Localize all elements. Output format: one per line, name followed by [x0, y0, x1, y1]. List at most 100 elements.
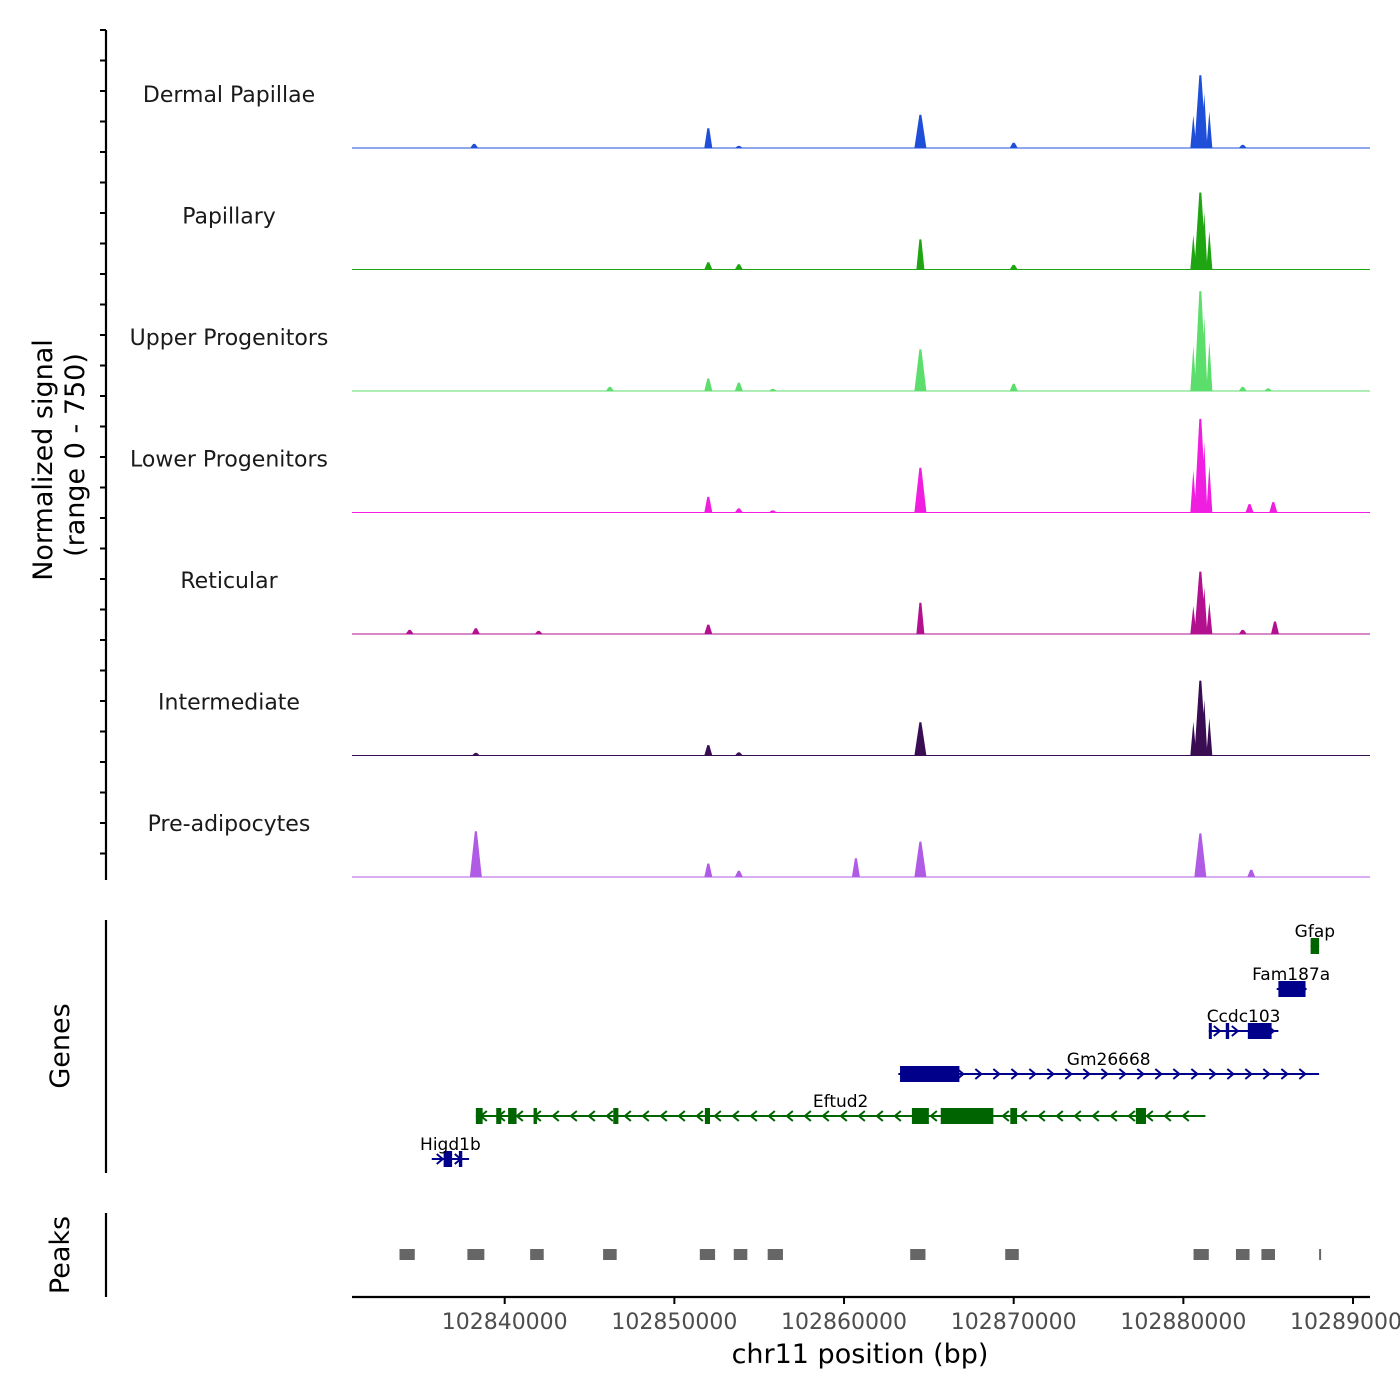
strand-arrow: [623, 1110, 632, 1122]
strand-arrow: [857, 1110, 866, 1122]
strand-arrow: [677, 1110, 686, 1122]
strand-arrow: [1100, 1068, 1109, 1080]
coverage-track-reticular: Reticular: [180, 569, 1370, 635]
gene-exon: [1208, 1023, 1212, 1039]
strand-arrow: [1172, 1068, 1181, 1080]
coverage-track-upper-progenitors: Upper Progenitors: [130, 291, 1370, 392]
gene-eftud2: Eftud2: [475, 1092, 1206, 1124]
strand-arrow: [1073, 1110, 1082, 1122]
coverage-peak: [734, 508, 743, 513]
strand-arrow: [1001, 1110, 1010, 1122]
coverage-peak: [734, 870, 743, 877]
x-tick-label: 102840000: [442, 1310, 568, 1335]
coverage-peak: [914, 841, 927, 877]
coverage-peak-shoulder: [1206, 341, 1213, 391]
coverage-peak-shoulder: [1206, 111, 1213, 148]
gene-gfap: Gfap: [1295, 922, 1335, 954]
coverage-track-pre-adipocytes: Pre-adipocytes: [148, 812, 1370, 878]
coverage-peak: [470, 143, 479, 148]
x-axis-title: chr11 position (bp): [732, 1339, 989, 1370]
strand-arrow: [875, 1110, 884, 1122]
coverage-peak: [405, 629, 414, 634]
peak-region: [1193, 1249, 1209, 1260]
gene-exon: [940, 1108, 994, 1124]
peak-region: [1319, 1249, 1322, 1260]
coverage-peak-shoulder: [1206, 602, 1213, 634]
gene-exon: [1225, 1023, 1230, 1039]
strand-arrow: [1010, 1068, 1019, 1080]
gene-label: Ccdc103: [1207, 1007, 1281, 1027]
coverage-peak: [914, 722, 927, 756]
strand-arrow: [1226, 1068, 1235, 1080]
track-label: Lower Progenitors: [130, 448, 328, 473]
coverage-track-intermediate: Intermediate: [158, 680, 1370, 756]
coverage-peak: [704, 745, 713, 756]
coverage-y-axis-ticks: [100, 29, 106, 855]
strand-arrow: [839, 1110, 848, 1122]
coverage-peak: [916, 239, 925, 270]
gene-gm26668: Gm26668: [898, 1050, 1320, 1082]
strand-arrow: [1118, 1068, 1127, 1080]
gene-exon: [704, 1108, 710, 1124]
gene-exon: [613, 1108, 619, 1124]
peak-region: [699, 1249, 716, 1260]
strand-arrow: [515, 1110, 524, 1122]
gene-label: Gm26668: [1067, 1050, 1151, 1070]
coverage-peak-shoulder: [1201, 316, 1208, 391]
strand-arrow: [1019, 1110, 1028, 1122]
coverage-peak: [1194, 833, 1207, 877]
gene-label: Higd1b: [420, 1135, 481, 1155]
strand-arrow: [436, 1153, 445, 1165]
gene-exon: [496, 1108, 502, 1124]
gene-annotation-track: Gfap Fam187a Ccdc103 Gm26668 Eftud2 Higd1b: [420, 922, 1335, 1167]
x-tick-label: 102860000: [781, 1310, 907, 1335]
coverage-peak: [1245, 504, 1254, 513]
track-label: Intermediate: [158, 691, 300, 716]
coverage-y-axis-label-line2: (range 0 - 750): [60, 353, 91, 557]
strand-arrow: [731, 1110, 740, 1122]
gene-exon: [1010, 1108, 1018, 1124]
coverage-track-dermal-papillae: Dermal Papillae: [143, 75, 1370, 149]
peak-region: [603, 1249, 617, 1260]
coverage-peak: [704, 262, 713, 270]
coverage-peak-shoulder: [1190, 346, 1197, 391]
gene-exon: [475, 1108, 483, 1124]
coverage-peak: [704, 863, 713, 877]
coverage-track-lower-progenitors: Lower Progenitors: [130, 418, 1370, 513]
strand-arrow: [641, 1110, 650, 1122]
coverage-peak: [704, 378, 713, 391]
coverage-peak: [734, 382, 743, 391]
coverage-peak: [1238, 144, 1247, 148]
coverage-peak-shoulder: [1206, 465, 1213, 513]
strand-arrow: [695, 1110, 704, 1122]
coverage-peak: [1009, 264, 1018, 270]
coverage-peak: [734, 752, 743, 756]
coverage-tracks: Dermal Papillae Papillary Upper Progenitor…: [130, 75, 1370, 878]
coverage-peak-shoulder: [1201, 587, 1208, 634]
coverage-peak: [1247, 869, 1256, 877]
strand-arrow: [1262, 1068, 1271, 1080]
strand-arrow: [992, 1068, 1001, 1080]
peak-region: [767, 1249, 783, 1260]
coverage-peak: [916, 602, 925, 634]
track-label: Papillary: [182, 205, 276, 230]
strand-arrow: [1145, 1110, 1154, 1122]
coverage-peak-shoulder: [1201, 211, 1208, 270]
gene-fam187a: Fam187a: [1252, 965, 1330, 997]
coverage-peak: [605, 386, 614, 391]
strand-arrow: [1055, 1110, 1064, 1122]
strand-arrow: [929, 1110, 938, 1122]
gene-label: Gfap: [1295, 922, 1335, 942]
strand-arrow: [659, 1110, 668, 1122]
gene-exon: [1247, 1023, 1272, 1039]
strand-arrow: [1213, 1025, 1222, 1037]
peak-region: [530, 1249, 544, 1260]
gene-exon: [1310, 938, 1320, 954]
gene-label: Eftud2: [813, 1092, 868, 1112]
track-label: Dermal Papillae: [143, 83, 315, 108]
peaks-track: [399, 1249, 1322, 1260]
strand-arrow: [1091, 1110, 1100, 1122]
strand-arrow: [785, 1110, 794, 1122]
peak-region: [733, 1249, 748, 1260]
